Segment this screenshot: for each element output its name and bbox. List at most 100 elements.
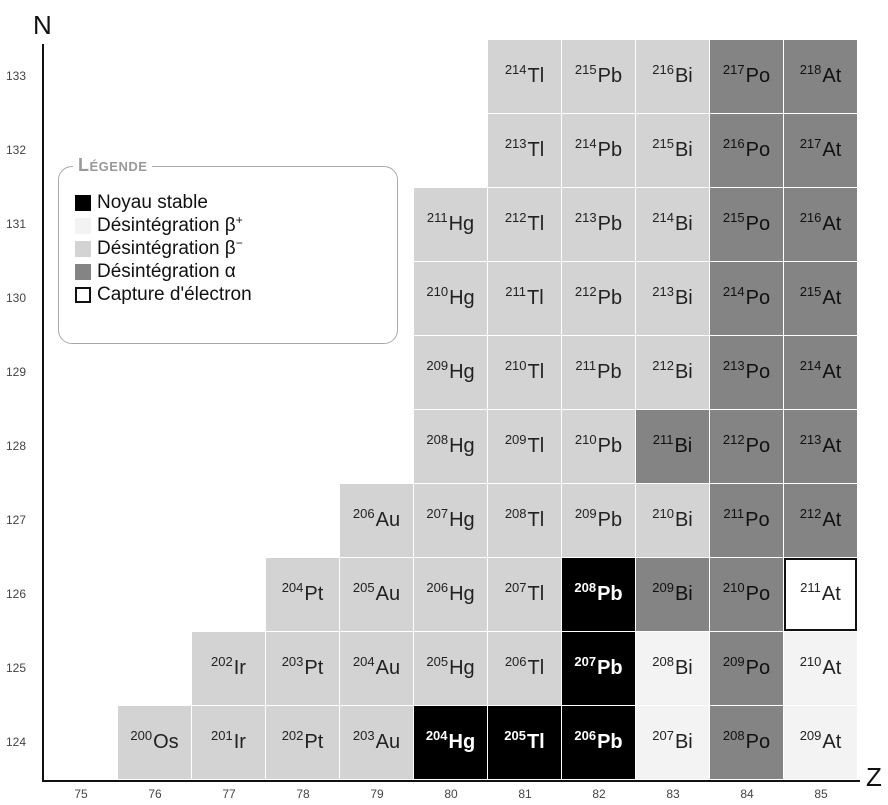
element-symbol: Hg (449, 583, 475, 605)
nuclide-cell-209po: 209 Po (710, 632, 783, 705)
mass-number: 209 (426, 358, 449, 373)
nuclide-cell-215bi: 215 Bi (636, 114, 709, 187)
element-symbol: Pb (597, 213, 623, 235)
nuclide-cell-209tl: 209 Tl (488, 410, 561, 483)
element-symbol: Tl (527, 657, 545, 679)
element-symbol: Hg (449, 657, 475, 679)
x-tick-label: 76 (148, 787, 162, 801)
y-tick-label: 132 (6, 143, 27, 157)
nuclide-cell-204hg: 204 Hg (414, 706, 487, 779)
element-symbol: Bi (674, 65, 693, 87)
mass-number: 213 (504, 136, 527, 151)
mass-number: 201 (211, 728, 233, 743)
mass-number: 208 (574, 580, 597, 595)
nuclide-cell-216at: 216 At (784, 188, 857, 261)
mass-number: 212 (652, 358, 674, 373)
legend-label: Désintégration β (97, 238, 236, 259)
nuclide-cell-218at: 218 At (784, 40, 857, 113)
mass-number: 216 (722, 136, 745, 151)
element-symbol: At (822, 65, 842, 87)
element-symbol: Bi (674, 731, 693, 753)
legend-label-sup: − (235, 236, 243, 250)
nuclide-cell-210po: 210 Po (710, 558, 783, 631)
element-symbol: Bi (674, 213, 693, 235)
legend-box: Légende Noyau stable Désintégration β + Dés… (58, 155, 398, 344)
mass-number: 212 (799, 506, 822, 521)
nuclide-cell-203au: 203 Au (340, 706, 413, 779)
element-symbol: Po (745, 139, 771, 161)
element-symbol: Hg (449, 509, 475, 531)
element-symbol: Au (375, 509, 401, 531)
mass-number: 210 (652, 506, 674, 521)
nuclide-cell-213pb: 213 Pb (562, 188, 635, 261)
element-symbol: At (822, 657, 842, 679)
mass-number: 208 (652, 654, 674, 669)
mass-number: 207 (652, 728, 674, 743)
nuclide-cell-210at: 210 At (784, 632, 857, 705)
nuclide-cell-205tl: 205 Tl (488, 706, 561, 779)
mass-number: 212 (574, 284, 597, 299)
mass-number: 204 (352, 654, 375, 669)
element-symbol: Ir (233, 731, 246, 753)
x-tick-label: 85 (814, 787, 828, 801)
legend-item-bplus: Désintégration β + (75, 213, 243, 237)
element-symbol: At (822, 287, 842, 309)
element-symbol: Au (375, 731, 401, 753)
nuclide-cell-215pb: 215 Pb (562, 40, 635, 113)
mass-number: 212 (722, 432, 745, 447)
nuclide-cell-206tl: 206 Tl (488, 632, 561, 705)
x-tick-label: 78 (296, 787, 310, 801)
nuclide-cell-209hg: 209 Hg (414, 336, 487, 409)
y-tick-label: 130 (6, 291, 27, 305)
element-symbol: At (822, 509, 842, 531)
legend-swatch (75, 218, 91, 234)
nuclide-cell-207hg: 207 Hg (414, 484, 487, 557)
element-symbol: Bi (674, 435, 693, 457)
mass-number: 215 (722, 210, 745, 225)
element-symbol: Tl (527, 583, 545, 605)
nuclide-cell-214bi: 214 Bi (636, 188, 709, 261)
mass-number: 205 (504, 728, 526, 743)
x-tick-label: 80 (444, 787, 458, 801)
element-symbol: Pb (597, 361, 622, 383)
element-symbol: Pb (597, 65, 623, 87)
mass-number: 208 (426, 432, 449, 447)
mass-number: 204 (425, 728, 448, 743)
element-symbol: Po (745, 657, 771, 679)
x-tick-label: 79 (370, 787, 384, 801)
mass-number: 208 (722, 728, 745, 743)
mass-number: 214 (574, 136, 597, 151)
nuclide-cell-205au: 205 Au (340, 558, 413, 631)
nuclide-cell-213po: 213 Po (710, 336, 783, 409)
nuclide-cell-212tl: 212 Tl (488, 188, 561, 261)
element-symbol: Pb (597, 509, 623, 531)
nuclide-cell-215at: 215 At (784, 262, 857, 335)
element-symbol: Tl (527, 213, 545, 235)
element-symbol: Hg (449, 361, 475, 383)
y-tick-label: 129 (6, 365, 27, 379)
nuclide-cell-210bi: 210 Bi (636, 484, 709, 557)
mass-number: 208 (504, 506, 527, 521)
element-symbol: Pb (597, 435, 623, 457)
nuclide-cell-210hg: 210 Hg (414, 262, 487, 335)
mass-number: 211 (575, 358, 597, 373)
mass-number: 205 (352, 580, 375, 595)
element-symbol: At (822, 213, 842, 235)
mass-number: 213 (574, 210, 597, 225)
x-tick-label: 82 (592, 787, 606, 801)
legend-label: Désintégration β (97, 215, 236, 236)
mass-number: 202 (281, 728, 304, 743)
element-symbol: Bi (674, 509, 693, 531)
y-tick-label: 131 (6, 217, 27, 231)
mass-number: 210 (426, 284, 449, 299)
element-symbol: Hg (448, 731, 476, 753)
element-symbol: Po (745, 583, 771, 605)
mass-number: 213 (799, 432, 822, 447)
nuclide-cell-207bi: 207 Bi (636, 706, 709, 779)
mass-number: 205 (426, 654, 449, 669)
y-axis-line (42, 44, 44, 782)
mass-number: 214 (504, 62, 527, 77)
legend-item-alpha: Désintégration α (75, 261, 236, 283)
element-symbol: Tl (527, 65, 545, 87)
mass-number: 217 (799, 136, 822, 151)
